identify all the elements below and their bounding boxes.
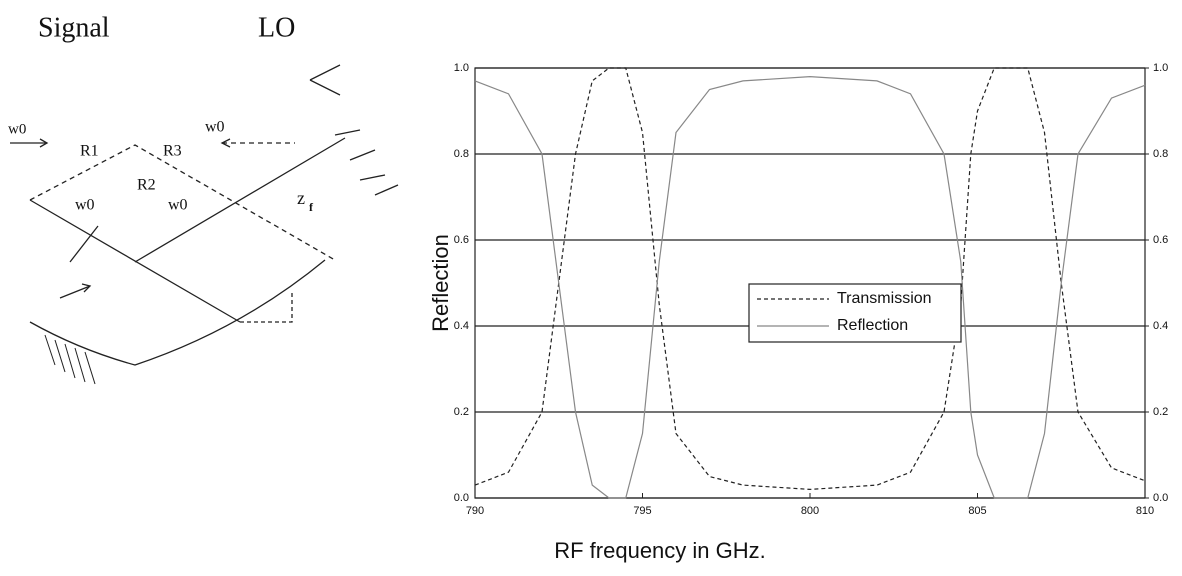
legend-label: Transmission <box>837 290 932 307</box>
y2-tick-label: 0.8 <box>1153 148 1168 160</box>
mirror-mark <box>309 79 341 96</box>
mirror-mark <box>359 174 386 181</box>
x-tick-label: 810 <box>1136 505 1154 517</box>
diagram-labels: Signal LO w0 R1 R3 R2 w0 w0 w0 z f <box>8 12 314 213</box>
label: w0 <box>8 121 26 137</box>
x-tick-label: 805 <box>968 505 986 517</box>
y-axis-label: Reflection <box>428 234 453 332</box>
label: R2 <box>137 177 156 194</box>
label: z <box>297 188 305 208</box>
label: LO <box>258 12 295 43</box>
arrow <box>59 285 91 299</box>
arrow <box>69 225 99 263</box>
dashed-path <box>29 144 336 261</box>
y2-tick-label: 0.2 <box>1153 406 1168 418</box>
x-tick-label: 790 <box>466 505 484 517</box>
label: w0 <box>205 119 225 136</box>
y-tick-label: 0.6 <box>454 234 469 246</box>
y-tick-label: 1.0 <box>454 62 469 74</box>
dashed-box <box>240 290 293 323</box>
label: f <box>309 200 314 214</box>
x-tick-label: 800 <box>801 505 819 517</box>
legend-label: Reflection <box>837 317 908 334</box>
label: w0 <box>168 197 188 214</box>
series-line <box>474 67 1146 491</box>
legend-box <box>748 283 962 343</box>
hatch <box>44 334 96 385</box>
x-axis-label: RF frequency in GHz. <box>554 538 766 563</box>
mirror-mark <box>349 149 376 161</box>
arrowhead <box>220 138 231 148</box>
y-tick-label: 0.0 <box>454 492 469 504</box>
series-line <box>474 75 1146 499</box>
mirror-curve <box>29 259 326 366</box>
y-tick-label: 0.2 <box>454 406 469 418</box>
arrowhead <box>39 138 49 148</box>
x-tick-label: 795 <box>633 505 651 517</box>
diagram <box>10 64 399 385</box>
beam <box>134 137 346 263</box>
label: Signal <box>38 12 110 43</box>
y2-tick-label: 0.4 <box>1153 320 1168 332</box>
beam <box>29 199 241 323</box>
label: w0 <box>75 197 95 214</box>
y2-tick-label: 1.0 <box>1153 62 1168 74</box>
label: R3 <box>163 143 182 160</box>
y-tick-label: 0.8 <box>454 148 469 160</box>
mirror-mark <box>334 129 361 136</box>
y2-tick-label: 0.0 <box>1153 492 1168 504</box>
arrowhead <box>81 283 92 293</box>
y-tick-label: 0.4 <box>454 320 469 332</box>
label: R1 <box>80 143 99 160</box>
y2-tick-label: 0.6 <box>1153 234 1168 246</box>
mirror-mark <box>309 64 341 81</box>
mirror-mark <box>374 184 399 196</box>
